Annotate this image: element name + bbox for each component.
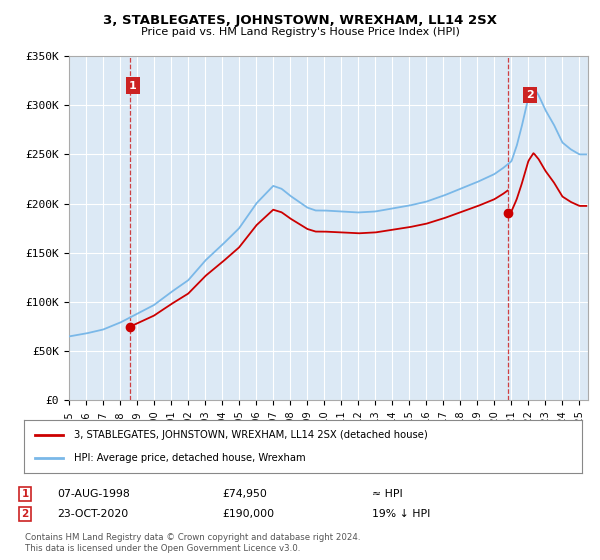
Text: ≈ HPI: ≈ HPI bbox=[372, 489, 403, 499]
Text: 23-OCT-2020: 23-OCT-2020 bbox=[57, 509, 128, 519]
Text: £190,000: £190,000 bbox=[222, 509, 274, 519]
Text: 19% ↓ HPI: 19% ↓ HPI bbox=[372, 509, 430, 519]
Text: £74,950: £74,950 bbox=[222, 489, 267, 499]
Text: HPI: Average price, detached house, Wrexham: HPI: Average price, detached house, Wrex… bbox=[74, 453, 306, 463]
Text: 07-AUG-1998: 07-AUG-1998 bbox=[57, 489, 130, 499]
Text: 1: 1 bbox=[129, 81, 137, 91]
Text: 1: 1 bbox=[22, 489, 29, 499]
Text: 2: 2 bbox=[22, 509, 29, 519]
Text: 3, STABLEGATES, JOHNSTOWN, WREXHAM, LL14 2SX (detached house): 3, STABLEGATES, JOHNSTOWN, WREXHAM, LL14… bbox=[74, 430, 428, 440]
Text: 3, STABLEGATES, JOHNSTOWN, WREXHAM, LL14 2SX: 3, STABLEGATES, JOHNSTOWN, WREXHAM, LL14… bbox=[103, 14, 497, 27]
Text: 2: 2 bbox=[526, 90, 534, 100]
Text: Contains HM Land Registry data © Crown copyright and database right 2024.
This d: Contains HM Land Registry data © Crown c… bbox=[25, 533, 361, 553]
Text: Price paid vs. HM Land Registry's House Price Index (HPI): Price paid vs. HM Land Registry's House … bbox=[140, 27, 460, 37]
